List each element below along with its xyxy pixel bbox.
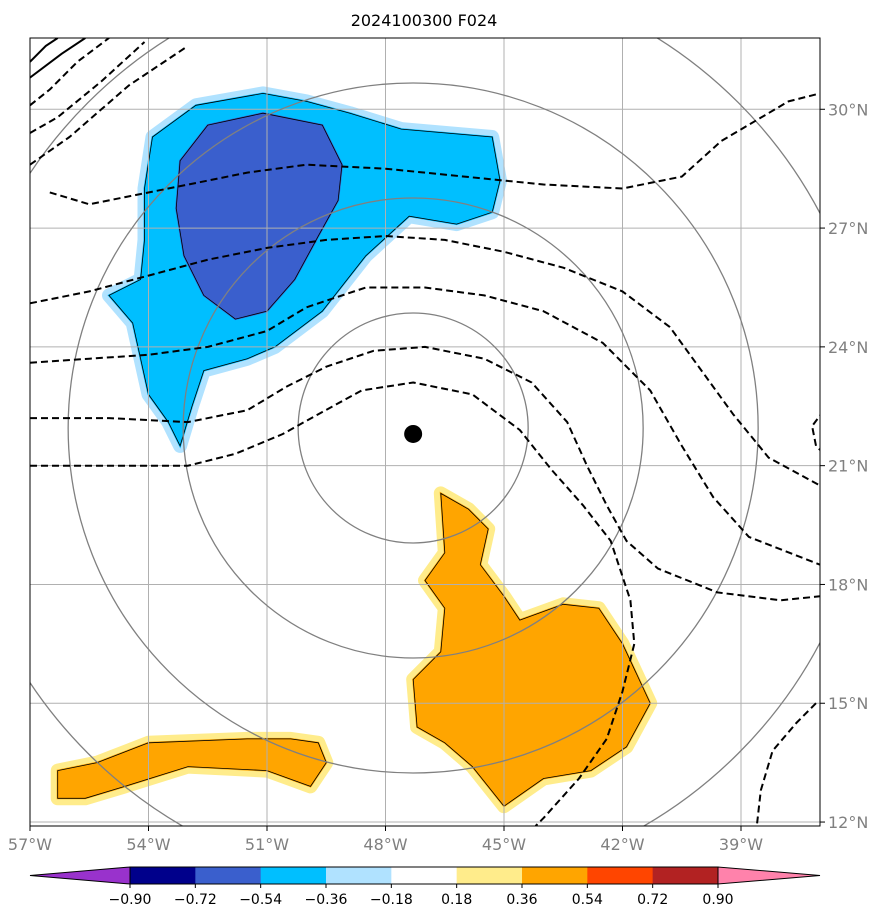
x-tick-label-4: 45°W	[482, 835, 526, 854]
x-tick-label-1: 54°W	[126, 835, 170, 854]
colorbar-label-9: 0.90	[702, 892, 733, 908]
y-axis-ticks: 12°N 15°N 18°N 21°N 24°N 27°N 30°N	[820, 100, 868, 832]
y-tick-label-1: 15°N	[828, 694, 868, 713]
dashed-contour-0	[49, 92, 820, 206]
range-ring-1	[182, 197, 644, 659]
colorbar-segment-6	[522, 867, 588, 884]
dashed-contour-8	[30, 41, 146, 134]
dashed-contour-4	[30, 381, 636, 826]
x-axis-ticks: 57°W 54°W 51°W 48°W 45°W 42°W 39°W	[8, 826, 763, 854]
range-ring-2	[67, 82, 759, 774]
x-tick-label-5: 42°W	[600, 835, 644, 854]
range-rings	[30, 38, 820, 826]
x-tick-label-3: 48°W	[363, 835, 407, 854]
colorbar-label-2: −0.54	[239, 892, 282, 908]
y-tick-label-6: 30°N	[828, 100, 868, 119]
range-ring-0	[297, 312, 529, 544]
dashed-contour-9	[30, 45, 189, 166]
y-tick-label-3: 21°N	[828, 457, 868, 476]
colorbar-segment-4	[391, 867, 458, 884]
y-tick-label-2: 18°N	[828, 575, 868, 594]
storm-center	[404, 424, 423, 443]
colorbar-label-4: −0.18	[370, 892, 413, 908]
anomaly-outline-1	[175, 112, 343, 320]
colorbar-label-8: 0.72	[637, 892, 668, 908]
dashed-contour-7	[30, 38, 110, 107]
anomaly-outline-3	[57, 738, 327, 799]
dashed-contour-2	[30, 286, 820, 566]
colorbar-segment-5	[456, 867, 523, 884]
solid-contour-1	[30, 38, 86, 79]
dashed-contour-1	[30, 235, 820, 487]
colorbar-extend-high	[717, 866, 821, 885]
colorbar-segment-1	[195, 867, 262, 884]
colorbar-label-5: 0.18	[441, 892, 472, 908]
plot-frame	[29, 37, 821, 827]
y-tick-label-5: 27°N	[828, 219, 868, 238]
gridlines	[30, 38, 820, 826]
solid-contour-0	[30, 38, 59, 63]
pressure-contours	[30, 38, 820, 826]
colorbar-segment-0	[130, 867, 196, 884]
colorbar-extend-low	[29, 866, 131, 885]
anomaly-outline-2	[412, 492, 651, 807]
center-marker	[404, 424, 423, 443]
colorbar-label-1: −0.72	[174, 892, 217, 908]
x-tick-label-2: 51°W	[245, 835, 289, 854]
colorbar-segment-2	[260, 867, 327, 884]
colorbar-label-3: −0.36	[305, 892, 348, 908]
colorbar-label-0: −0.90	[109, 892, 152, 908]
x-tick-label-0: 57°W	[8, 835, 52, 854]
colorbar-label-7: 0.54	[572, 892, 603, 908]
anomaly-fills	[50, 86, 658, 814]
y-tick-label-0: 12°N	[828, 813, 868, 832]
x-tick-label-6: 39°W	[719, 835, 763, 854]
colorbar-frame	[129, 866, 719, 885]
colorbar-segment-8	[652, 867, 719, 884]
colorbar-label-6: 0.36	[506, 892, 537, 908]
colorbar-segment-7	[587, 867, 654, 884]
colorbar-segment-3	[326, 867, 392, 884]
colorbar: −0.90 −0.72 −0.54 −0.36 −0.18 0.18 0.36 0.54 0.7…	[29, 866, 821, 908]
chart-title: 2024100300 F024	[351, 11, 498, 30]
dashed-contour-3	[30, 345, 820, 602]
y-tick-label-4: 24°N	[828, 338, 868, 357]
